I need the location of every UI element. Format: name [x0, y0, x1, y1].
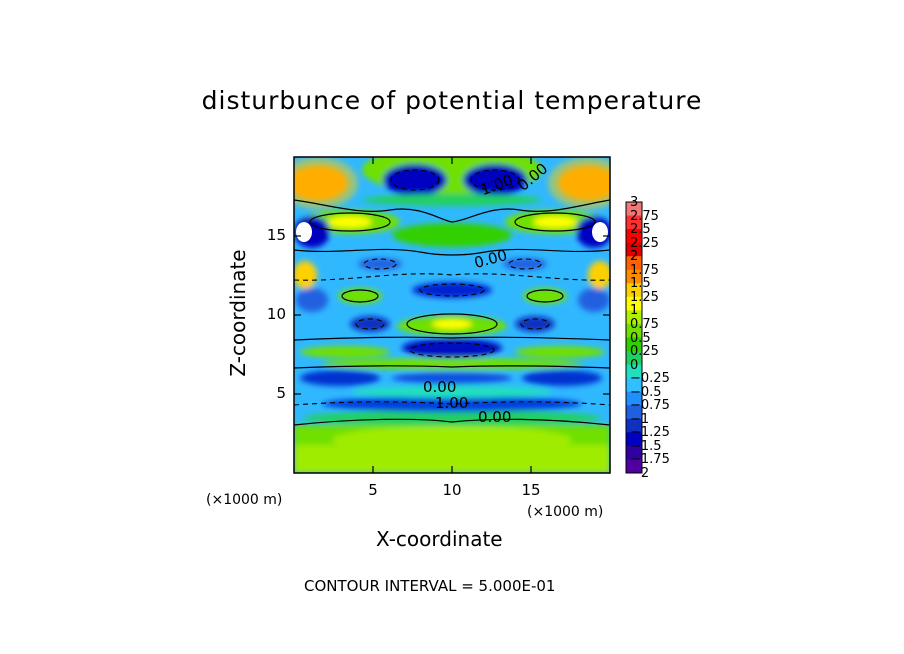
colorbar-tick-label: 3 — [630, 195, 639, 210]
colorbar-tick-label: −0.75 — [630, 398, 670, 414]
colorbar-tick-label: 2 — [630, 249, 639, 265]
colorbar — [626, 202, 642, 474]
colorbar-tick-label: 1 — [630, 303, 639, 319]
colorbar-swatch — [626, 337, 642, 352]
colorbar-tick-label: −1.75 — [630, 452, 670, 468]
colorbar-swatch — [626, 459, 642, 474]
y-tick-label: 10 — [266, 305, 286, 323]
contour-interval-text: CONTOUR INTERVAL = 5.000E-01 — [304, 577, 556, 595]
x-tick-label: 15 — [521, 481, 541, 499]
colorbar-swatch — [626, 418, 642, 433]
colorbar-tick-label: −1.5 — [630, 438, 662, 454]
y-tick-label: 15 — [266, 226, 286, 244]
x-axis-unit: (×1000 m) — [527, 504, 604, 520]
colorbar-tick-label: −2 — [630, 466, 650, 481]
y-tick-label: 5 — [276, 384, 286, 402]
colorbar-tick-label: 2.75 — [630, 208, 659, 224]
colorbar-swatch — [626, 310, 642, 325]
colorbar-swatch — [626, 269, 642, 284]
colorbar-swatch — [626, 405, 642, 420]
colorbar-swatch — [626, 351, 642, 366]
colorbar-swatch — [626, 378, 642, 393]
colorbar-swatch — [626, 432, 642, 447]
colorbar-swatch — [626, 256, 642, 271]
colorbar-tick-label: 0.25 — [630, 344, 659, 360]
x-axis-label: X-coordinate — [376, 527, 503, 551]
colorbar-swatch — [626, 202, 642, 217]
colorbar-swatch — [626, 215, 642, 230]
colorbar-tick-label: −1.25 — [630, 425, 670, 441]
colorbar-tick-label: −1 — [630, 411, 650, 427]
colorbar-swatch — [626, 445, 642, 460]
colorbar-tick-label: 1.25 — [630, 289, 659, 305]
colorbar-tick-label: 2.25 — [630, 235, 659, 251]
colorbar-swatch — [626, 283, 642, 298]
colorbar-frame — [625, 201, 643, 474]
contour-label: 0.00 — [478, 408, 512, 426]
colorbar-swatch — [626, 229, 642, 244]
contour-label: 1.00 — [435, 394, 469, 412]
colorbar-tick-label: −0.5 — [630, 384, 662, 400]
colorbar-tick-label: 1.75 — [630, 262, 659, 278]
x-tick-label: 5 — [368, 481, 378, 499]
axis-ticks — [294, 157, 610, 473]
colorbar-swatch — [626, 391, 642, 406]
heatmap-field — [294, 157, 610, 473]
x-tick-label: 10 — [442, 481, 462, 499]
colorbar-tick-label: 1.5 — [630, 276, 651, 292]
colorbar-swatch — [626, 323, 642, 338]
colorbar-tick-label: 0 — [630, 357, 639, 373]
colorbar-tick-label: 2.5 — [630, 222, 651, 238]
colorbar-swatch — [626, 296, 642, 311]
y-axis-label: Z-coordinate — [226, 249, 250, 377]
colorbar-tick-label: 0.75 — [630, 316, 659, 332]
y-axis-unit: (×1000 m) — [206, 492, 283, 508]
colorbar-swatch — [626, 242, 642, 257]
colorbar-tick-label: 0.5 — [630, 330, 651, 346]
chart-title: disturbunce of potential temperature — [201, 86, 703, 115]
contour-label: 0.00 — [423, 378, 457, 396]
colorbar-swatch — [626, 364, 642, 379]
colorbar-tick-label: −0.25 — [630, 371, 670, 387]
